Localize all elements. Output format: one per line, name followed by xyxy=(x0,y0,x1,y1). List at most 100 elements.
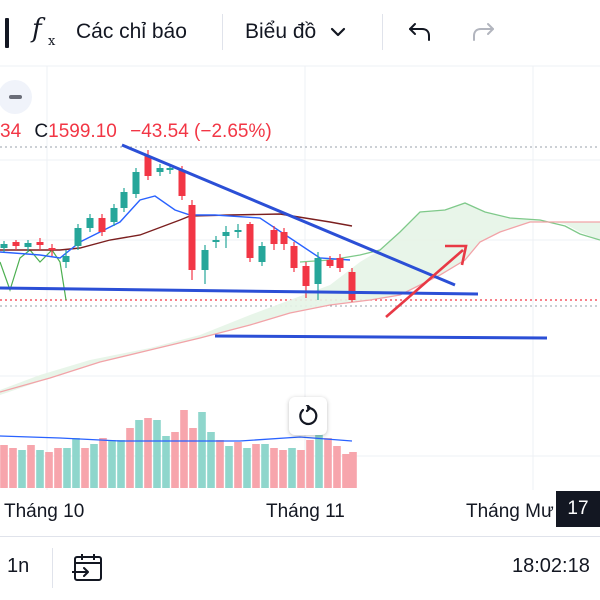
volume-bar xyxy=(108,440,116,488)
candle-body xyxy=(246,224,254,258)
volume-bar xyxy=(126,428,134,488)
price-chart[interactable] xyxy=(0,0,600,540)
volume-bar xyxy=(279,450,287,488)
candle-body xyxy=(270,230,278,244)
redo-icon xyxy=(473,23,494,41)
candle-body xyxy=(132,172,140,194)
volume-bar xyxy=(207,432,215,488)
volume-bar xyxy=(135,420,143,488)
senkou-span-a xyxy=(299,202,600,263)
clock: 18:02:18 xyxy=(512,555,590,577)
volume-bar xyxy=(261,444,269,488)
candle-body xyxy=(12,242,20,246)
volume-bar xyxy=(198,412,206,488)
footer-divider xyxy=(52,548,53,588)
volume-bar xyxy=(225,446,233,488)
candle-body xyxy=(156,168,164,172)
refresh-icon xyxy=(299,405,318,426)
chevron-down-icon xyxy=(331,27,346,37)
candle-body xyxy=(280,232,288,244)
ichimoku-cloud xyxy=(0,203,600,395)
volume-bar xyxy=(349,452,357,488)
senkou-span-b xyxy=(0,221,600,393)
candle-body xyxy=(86,218,94,228)
trendline-lower-support[interactable] xyxy=(214,334,548,340)
candle-body xyxy=(48,248,56,250)
volume-bar xyxy=(72,438,80,488)
volume-bar xyxy=(324,438,332,488)
volume-bar xyxy=(297,450,305,488)
change-value: −43.54 (−2.65%) xyxy=(130,121,272,142)
chart-type-dropdown[interactable]: Biểu đồ xyxy=(245,0,348,64)
close-value: 1599.10 xyxy=(48,121,117,142)
volume-bar xyxy=(171,432,179,488)
volume-bar xyxy=(144,418,152,488)
calendar-goto-icon xyxy=(71,554,102,581)
volume-bar xyxy=(36,450,44,488)
toolbar-edge-marker xyxy=(5,18,9,48)
candle-body xyxy=(201,250,209,270)
volume-bar xyxy=(63,448,71,488)
candle-body xyxy=(62,256,70,262)
candle-body xyxy=(36,242,44,245)
volume-bar xyxy=(243,448,251,488)
time-axis-label: Tháng 11 xyxy=(266,501,345,522)
collapse-legend-button[interactable] xyxy=(0,80,32,114)
candle-body xyxy=(166,168,174,170)
kijun-line xyxy=(0,213,353,251)
volume-bar xyxy=(54,448,62,488)
candle-body xyxy=(120,192,128,208)
candle-body xyxy=(74,228,82,246)
candle-body xyxy=(188,205,196,270)
volume-bar xyxy=(90,444,98,488)
volume-bar xyxy=(216,440,224,488)
volume-bar xyxy=(99,438,107,488)
close-label: C xyxy=(34,121,49,142)
volume-bar xyxy=(288,448,296,488)
volume-bar xyxy=(153,420,161,488)
redo-button[interactable] xyxy=(466,16,500,48)
indicators-label: Các chỉ báo xyxy=(76,20,187,43)
volume-bar xyxy=(252,444,260,488)
trendline-resistance[interactable] xyxy=(121,143,456,287)
indicators-button[interactable]: Các chỉ báo xyxy=(76,0,187,64)
candle-body xyxy=(0,244,8,248)
bullish-arrow-drawing[interactable] xyxy=(385,244,468,318)
candle-body xyxy=(178,170,186,196)
footer-divider xyxy=(0,536,600,537)
trendline-support[interactable] xyxy=(0,286,479,296)
volume-bar xyxy=(342,454,350,488)
current-date-badge: 17 xyxy=(556,491,600,527)
volume-bar xyxy=(117,440,125,488)
volume-bar xyxy=(189,428,197,488)
toolbar-divider xyxy=(382,14,383,50)
candle-body xyxy=(290,246,298,268)
candle-body xyxy=(212,240,220,242)
volume-bar xyxy=(306,440,314,488)
volume-bar xyxy=(162,436,170,488)
reset-chart-button[interactable] xyxy=(289,397,327,435)
interval-selector[interactable]: 1n xyxy=(7,555,30,577)
tenkan-line xyxy=(0,195,351,261)
chart-type-label: Biểu đồ xyxy=(245,20,317,43)
candle-body xyxy=(110,208,118,222)
undo-button[interactable] xyxy=(403,16,437,48)
volume-bar xyxy=(0,445,8,488)
candle-body xyxy=(24,243,32,247)
candle-body xyxy=(302,266,310,286)
open-value-fragment: 34 xyxy=(0,121,22,142)
go-to-date-button[interactable] xyxy=(71,552,106,589)
ohlc-legend: 34 C1599.10 −43.54 (−2.65%) xyxy=(0,121,272,143)
candle-body xyxy=(336,258,344,268)
candle-body xyxy=(98,218,106,232)
volume-bar xyxy=(315,424,323,488)
minus-icon xyxy=(8,95,22,99)
volume-series xyxy=(0,410,357,488)
candle-body xyxy=(258,246,266,262)
candle-body xyxy=(144,156,152,176)
volume-bar xyxy=(27,445,35,488)
volume-bar xyxy=(270,448,278,488)
candle-body xyxy=(348,272,356,300)
